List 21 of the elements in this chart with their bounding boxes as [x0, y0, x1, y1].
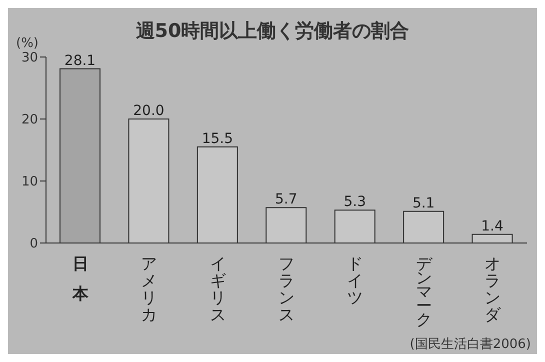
y-tick-label: 30 [21, 50, 38, 66]
x-tick-label: イギリス [210, 254, 226, 324]
data-label: 15.5 [202, 130, 234, 147]
chart-title: 週50時間以上働く労働者の割合 [136, 20, 410, 42]
y-tick-label: 20 [21, 112, 38, 128]
data-label: 5.3 [344, 194, 366, 210]
data-label: 5.7 [275, 192, 298, 208]
y-tick-label: 0 [30, 236, 38, 252]
data-label: 5.1 [412, 195, 435, 212]
x-tick-label: デンマーク [416, 254, 433, 329]
y-tick-label: 10 [21, 174, 38, 190]
text: (国民生活白書2006) [410, 336, 531, 353]
x-tick-label: フランス [278, 254, 294, 324]
x-tick-label: ドイツ [347, 254, 364, 307]
x-tick-label: 日本 [71, 254, 90, 303]
data-label: 20.0 [133, 103, 164, 119]
x-tick-label: アメリカ [141, 254, 158, 324]
data-label: 1.4 [481, 218, 504, 234]
data-label: 28.1 [64, 52, 96, 69]
y-axis-title: (%) [16, 36, 38, 51]
x-tick-label: オランダ [484, 254, 502, 324]
